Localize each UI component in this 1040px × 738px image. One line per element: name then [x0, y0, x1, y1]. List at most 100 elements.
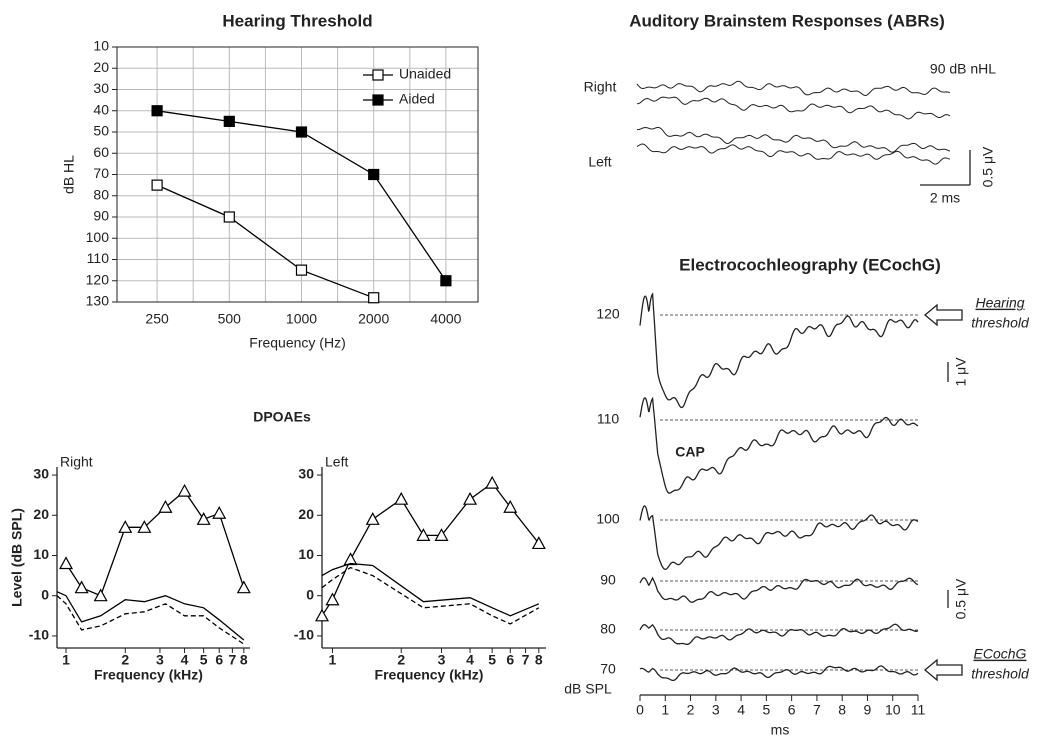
y-tick-label: 10: [298, 546, 314, 562]
data-point: [531, 536, 546, 550]
plot-frame: [116, 46, 479, 303]
series-line: [321, 566, 540, 625]
data-point: [58, 556, 74, 570]
x-tick-label: 2: [121, 652, 129, 668]
chart-title: Hearing Threshold: [222, 11, 372, 30]
y-tick-label: 100: [86, 229, 110, 245]
data-point: [223, 115, 235, 127]
ecochg-trace: [639, 292, 919, 409]
y-tick-label: 110: [87, 250, 110, 266]
x-tick-label: 3: [438, 652, 446, 668]
y-tick-label: 80: [93, 186, 109, 202]
data-point: [368, 168, 380, 181]
trace-label: Left: [588, 154, 611, 170]
data-point: [151, 179, 163, 191]
data-point: [118, 520, 133, 533]
y-tick-label: 20: [298, 506, 314, 522]
scale-label: 0.5 μV: [980, 146, 996, 187]
data-point: [295, 126, 308, 138]
y-axis-label: Level (dB SPL): [9, 508, 25, 607]
x-tick-label: 11: [911, 702, 926, 718]
x-axis-label: Frequency (Hz): [249, 335, 345, 351]
legend-marker: [372, 94, 384, 106]
data-point: [485, 475, 500, 489]
x-axis-label: ms: [771, 722, 790, 738]
x-tick-label: 7: [813, 702, 821, 718]
data-point: [416, 528, 431, 541]
x-tick-label: 4: [737, 702, 745, 718]
x-tick-label: 1: [329, 652, 337, 668]
scale-label: 2 ms: [930, 190, 960, 206]
data-point: [434, 528, 449, 541]
data-point: [93, 588, 108, 602]
series-line: [56, 595, 245, 645]
level-label: 110: [597, 411, 620, 427]
x-tick-label: 10: [885, 702, 901, 718]
x-axis-label: Frequency (kHz): [94, 667, 203, 683]
data-point: [158, 499, 173, 513]
x-tick-label: 8: [838, 702, 846, 718]
x-tick-label: 4000: [430, 311, 461, 327]
panel-label: Left: [325, 454, 348, 470]
scale-label: 0.5 μV: [953, 578, 969, 619]
x-tick-label: 4: [181, 652, 189, 668]
y-tick-label: 30: [298, 466, 314, 482]
scale-label: 1 μV: [953, 357, 969, 387]
y-tick-label: 70: [93, 165, 109, 181]
y-tick-label: 40: [93, 101, 109, 117]
x-tick-label: 1000: [286, 311, 317, 327]
threshold-label: ECochG: [974, 646, 1027, 662]
x-tick-label: 6: [506, 652, 514, 668]
ecochg-trace: [639, 576, 918, 603]
level-label: 70: [600, 661, 616, 677]
chart-title: Auditory Brainstem Responses (ABRs): [629, 11, 945, 30]
x-tick-label: 250: [145, 311, 169, 327]
x-tick-label: 5: [200, 652, 208, 668]
data-point: [212, 506, 227, 519]
ecochg-trace: [639, 396, 919, 494]
y-tick-label: 60: [93, 144, 109, 160]
y-tick-label: -10: [29, 627, 49, 643]
ecochg-threshold-arrow: [923, 658, 963, 682]
data-point: [196, 512, 211, 525]
abr-trace: [636, 143, 951, 165]
x-tick-label: 8: [240, 652, 248, 668]
level-label: 80: [600, 621, 616, 637]
series-line: [321, 562, 540, 617]
series-line: [65, 490, 245, 597]
data-point: [503, 499, 518, 513]
abr-trace: [636, 126, 951, 153]
abr-trace: [636, 80, 951, 97]
x-tick-label: 2000: [358, 311, 389, 327]
y-tick-label: 20: [93, 59, 109, 75]
y-tick-label: 120: [86, 271, 110, 287]
x-tick-label: 5: [488, 652, 496, 668]
x-tick-label: 5: [762, 702, 770, 718]
x-tick-label: 6: [788, 702, 796, 718]
series-line: [156, 184, 374, 299]
x-tick-label: 3: [712, 702, 720, 718]
x-tick-label: 0: [636, 702, 644, 718]
data-point: [463, 491, 478, 505]
y-tick-label: 30: [33, 466, 49, 482]
y-axis-label: dB HL: [61, 155, 77, 194]
y-tick-label: 10: [93, 38, 109, 54]
data-point: [295, 264, 308, 276]
data-point: [236, 580, 251, 594]
x-tick-label: 8: [535, 652, 543, 668]
data-point: [343, 552, 358, 566]
legend-marker: [372, 69, 384, 81]
data-point: [368, 292, 380, 304]
legend-label: Aided: [399, 91, 435, 107]
y-tick-label: 90: [93, 208, 109, 224]
y-tick-label: 50: [93, 123, 109, 139]
y-tick-label: 10: [33, 546, 49, 562]
y-tick-label: 0: [41, 586, 49, 602]
ecochg-trace: [639, 623, 919, 645]
panel-label: Right: [60, 454, 93, 470]
y-tick-label: 30: [93, 80, 109, 96]
x-tick-label: 1: [62, 652, 70, 668]
hearing-threshold-arrow: [923, 303, 963, 327]
x-tick-label: 7: [228, 652, 236, 668]
